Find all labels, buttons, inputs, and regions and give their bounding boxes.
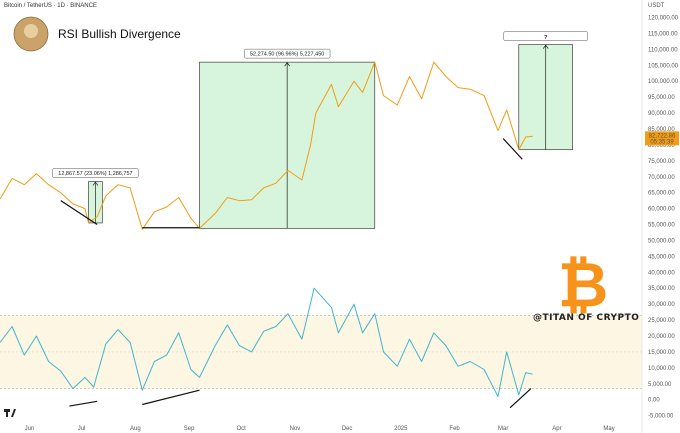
y-tick-7: 85,000.00 xyxy=(648,127,675,133)
x-tick-2: Aug xyxy=(130,426,141,432)
x-tick-4: Oct xyxy=(237,426,247,432)
y-tick-21: 15,000.00 xyxy=(648,350,675,356)
measure-label-1: 52,274.50 (96.96%) 5,227,450 xyxy=(250,52,324,58)
x-tick-7: 2025 xyxy=(394,426,408,432)
y-tick-13: 55,000.00 xyxy=(648,223,675,229)
y-tick-5: 95,000.00 xyxy=(648,95,675,101)
x-tick-3: Sep xyxy=(184,426,195,432)
y-tick-14: 50,000.00 xyxy=(648,238,675,244)
divergence-line-5 xyxy=(509,388,532,409)
x-tick-11: May xyxy=(603,426,614,432)
y-axis-currency: USDT xyxy=(648,3,665,9)
y-tick-1: 115,000.00 xyxy=(648,31,678,37)
symbol-header: Bitcoin / TetherUS · 1D · BINANCE xyxy=(4,3,97,9)
y-tick-19: 25,000.00 xyxy=(648,318,675,324)
divergence-line-4 xyxy=(142,389,200,406)
y-tick-11: 65,000.00 xyxy=(648,191,675,197)
measure-arrowhead-2 xyxy=(542,44,549,49)
y-tick-0: 120,000.00 xyxy=(648,16,679,22)
x-tick-1: Jul xyxy=(78,426,86,432)
x-tick-5: Nov xyxy=(290,426,301,432)
x-tick-9: Mar xyxy=(498,426,508,432)
y-tick-12: 60,000.00 xyxy=(648,207,675,213)
y-tick-17: 35,000.00 xyxy=(648,286,675,292)
x-tick-10: Apr xyxy=(552,426,561,432)
divergence-line-0 xyxy=(60,200,98,226)
divergence-line-3 xyxy=(69,400,98,407)
y-tick-18: 30,000.00 xyxy=(648,302,675,308)
y-tick-10: 70,000.00 xyxy=(648,175,675,181)
y-tick-23: 5,000.00 xyxy=(648,382,672,388)
y-tick-2: 110,000.00 xyxy=(648,47,678,53)
rsi-line xyxy=(0,287,533,397)
price-tag-box xyxy=(645,131,679,146)
measure-arrowhead-1 xyxy=(284,62,290,67)
chart-title: RSI Bullish Divergence xyxy=(58,27,181,41)
y-tick-22: 10,000.00 xyxy=(648,366,675,372)
measure-question-mark: ? xyxy=(544,35,548,41)
y-tick-15: 45,000.00 xyxy=(648,254,675,260)
bitcoin-logo-icon: ₿ xyxy=(558,248,609,321)
y-tick-20: 20,000.00 xyxy=(648,334,675,340)
measure-label-box-0 xyxy=(52,168,139,178)
measure-arrowhead-0 xyxy=(92,181,99,186)
divergence-line-2 xyxy=(502,138,523,160)
y-tick-24: 0.00 xyxy=(648,398,660,404)
tradingview-logo-icon xyxy=(4,409,16,417)
avatar-face xyxy=(24,24,38,38)
watermark: @TITAN OF CRYPTO xyxy=(533,313,639,323)
y-tick-9: 75,000.00 xyxy=(648,159,675,165)
y-tick-16: 40,000.00 xyxy=(648,270,675,276)
y-tick-4: 100,000.00 xyxy=(648,79,679,85)
measure-label-box-1 xyxy=(244,48,331,59)
price-tag-countdown: 05:35:39 xyxy=(650,139,674,145)
y-tick-3: 105,000.00 xyxy=(648,63,679,69)
measure-label-box-2 xyxy=(503,31,588,41)
measure-label-0: 12,867.57 (23.06%) 1,286,757 xyxy=(58,171,132,177)
y-tick-8: 80,000.00 xyxy=(648,143,675,149)
x-tick-6: Dec xyxy=(342,426,353,432)
x-tick-8: Feb xyxy=(449,426,460,432)
y-tick-25: -5,000.00 xyxy=(648,414,674,420)
y-tick-6: 90,000.00 xyxy=(648,111,675,117)
x-tick-0: Jun xyxy=(25,426,35,432)
price-tag-value: 82,722.86 xyxy=(649,133,676,139)
price-line xyxy=(0,61,533,230)
